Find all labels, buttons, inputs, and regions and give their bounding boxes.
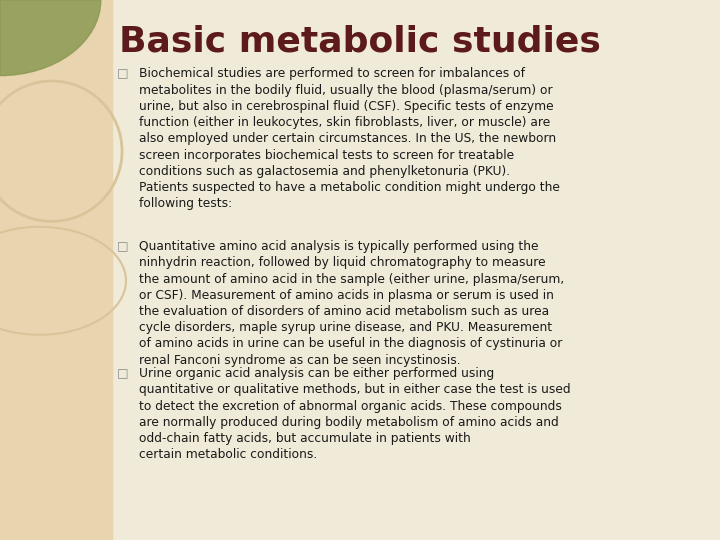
Text: □: □	[117, 367, 128, 380]
Text: Basic metabolic studies: Basic metabolic studies	[119, 24, 600, 58]
Wedge shape	[0, 0, 101, 76]
Text: □: □	[117, 240, 128, 253]
Text: □: □	[117, 68, 128, 80]
Bar	[0, 0, 112, 540]
Text: Quantitative amino acid analysis is typically performed using the
ninhydrin reac: Quantitative amino acid analysis is typi…	[139, 240, 564, 367]
Text: Biochemical studies are performed to screen for imbalances of
metabolites in the: Biochemical studies are performed to scr…	[139, 68, 560, 210]
Text: Urine organic acid analysis can be either performed using
quantitative or qualit: Urine organic acid analysis can be eithe…	[139, 367, 570, 461]
